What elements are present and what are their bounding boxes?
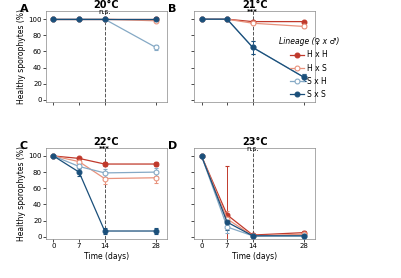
X-axis label: Time (days): Time (days) — [84, 252, 129, 261]
Title: 22°C: 22°C — [94, 137, 119, 147]
Title: 20°C: 20°C — [94, 0, 119, 10]
X-axis label: Time (days): Time (days) — [232, 252, 277, 261]
Text: B: B — [168, 4, 176, 14]
Text: D: D — [168, 141, 177, 151]
Y-axis label: Healthy sporophytes (%): Healthy sporophytes (%) — [17, 9, 26, 104]
Legend: H x H, H x S, S x H, S x S: H x H, H x S, S x H, S x S — [279, 37, 339, 99]
Title: 23°C: 23°C — [242, 137, 267, 147]
Y-axis label: Healthy sporophytes (%): Healthy sporophytes (%) — [17, 146, 26, 241]
Text: ***: *** — [247, 9, 258, 15]
Title: 21°C: 21°C — [242, 0, 267, 10]
Text: n.s.: n.s. — [98, 9, 111, 15]
Text: C: C — [20, 141, 28, 151]
Text: n.s.: n.s. — [247, 146, 259, 152]
Text: A: A — [20, 4, 28, 14]
Text: ***: *** — [99, 146, 110, 152]
